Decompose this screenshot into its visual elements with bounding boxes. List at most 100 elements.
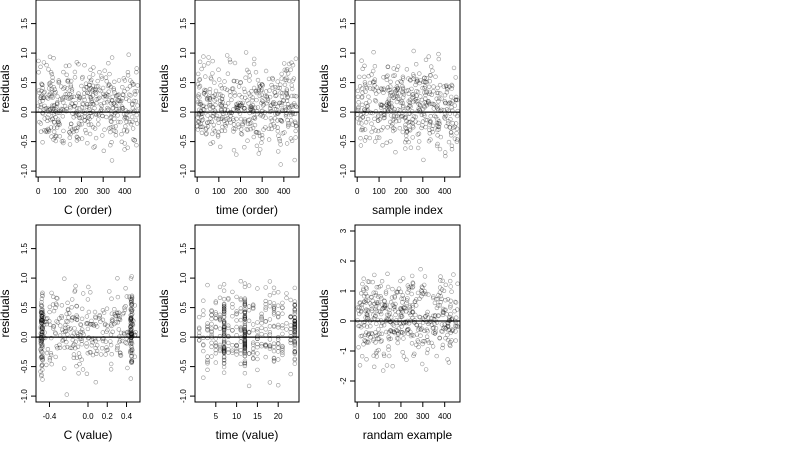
data-point (49, 86, 54, 92)
data-point (394, 336, 400, 341)
data-point (130, 101, 135, 106)
data-point (280, 311, 285, 316)
data-point (129, 354, 134, 359)
data-point (242, 313, 248, 318)
data-point (231, 122, 237, 127)
data-point (411, 76, 416, 82)
data-point (370, 331, 375, 337)
data-point (429, 64, 434, 69)
data-point (102, 68, 107, 73)
data-point (74, 303, 79, 309)
data-point (84, 104, 90, 110)
data-point (381, 75, 386, 80)
data-point (76, 94, 82, 99)
data-point (427, 101, 432, 107)
data-point (292, 321, 297, 326)
data-point (374, 349, 379, 354)
data-point (398, 306, 403, 311)
data-point (221, 319, 227, 324)
data-point (381, 305, 387, 310)
data-point (95, 84, 101, 89)
data-point (76, 371, 81, 376)
data-point (86, 105, 92, 110)
data-point (221, 361, 227, 366)
data-point (129, 323, 134, 328)
data-point (439, 287, 445, 292)
data-point (360, 281, 365, 287)
data-point (404, 88, 409, 94)
data-point (242, 338, 248, 343)
data-point (292, 318, 297, 324)
data-point (40, 293, 45, 299)
data-point (44, 362, 49, 368)
data-point (70, 343, 76, 348)
data-point (116, 327, 122, 332)
data-point (79, 357, 84, 362)
data-point (240, 122, 245, 128)
data-point (443, 298, 448, 303)
data-point (445, 121, 451, 126)
data-point (374, 308, 379, 314)
data-point (416, 131, 422, 136)
data-point (382, 305, 388, 311)
data-point (39, 296, 45, 302)
data-point (211, 94, 216, 99)
data-point (47, 358, 53, 363)
data-point (396, 118, 402, 124)
data-point (438, 91, 443, 96)
data-point (199, 124, 204, 129)
data-point (205, 120, 210, 126)
data-point (274, 93, 279, 98)
data-point (217, 348, 223, 354)
data-point (362, 299, 367, 304)
data-point (39, 93, 44, 99)
data-point (452, 136, 458, 141)
scatter-points (355, 48, 460, 163)
data-point (356, 105, 361, 110)
data-point (410, 95, 415, 100)
data-point (226, 296, 231, 301)
data-point (259, 314, 264, 319)
data-point (383, 303, 388, 308)
data-point (40, 355, 45, 360)
data-point (70, 315, 75, 321)
data-point (258, 83, 263, 89)
data-point (39, 307, 44, 312)
data-point (395, 328, 400, 333)
data-point (103, 93, 108, 99)
data-point (430, 101, 436, 107)
data-point (51, 55, 56, 61)
data-point (378, 105, 384, 110)
data-point (288, 371, 293, 377)
data-point (411, 94, 416, 99)
data-point (207, 96, 212, 101)
data-point (386, 102, 392, 108)
data-point (221, 311, 227, 316)
data-point (127, 92, 132, 97)
data-point (221, 370, 227, 375)
data-point (72, 75, 78, 80)
data-point (44, 129, 50, 135)
data-point (280, 350, 285, 355)
data-point (221, 361, 227, 366)
data-point (47, 80, 53, 86)
data-point (242, 371, 248, 376)
data-point (246, 318, 252, 323)
data-point (411, 92, 416, 97)
data-point (66, 311, 72, 316)
data-point (129, 339, 134, 344)
data-point (122, 307, 128, 313)
data-point (276, 357, 281, 362)
data-point (203, 132, 209, 137)
data-point (434, 120, 440, 126)
data-point (40, 377, 45, 382)
data-point (87, 349, 93, 355)
data-point (452, 103, 457, 108)
data-point (259, 325, 264, 331)
data-point (69, 127, 75, 132)
data-point (401, 296, 406, 301)
data-point (386, 104, 392, 110)
data-point (79, 327, 85, 332)
data-point (382, 299, 387, 304)
data-point (384, 100, 390, 105)
